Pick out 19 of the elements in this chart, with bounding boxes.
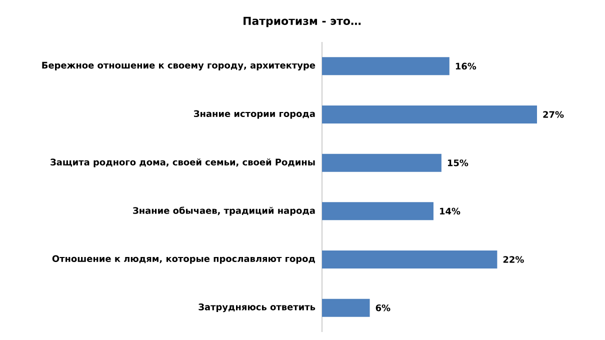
data-label: 15% — [448, 159, 468, 166]
bar — [322, 154, 442, 172]
bar — [322, 202, 434, 220]
bar — [322, 106, 537, 124]
data-label: 27% — [543, 111, 564, 118]
y-tick-label: Отношение к людям, которые прославляют город — [52, 255, 315, 264]
y-tick-label: Затрудняюсь ответить — [198, 304, 316, 312]
bar — [322, 250, 498, 268]
y-tick-label: Знание обычаев, традиций народа — [133, 206, 315, 216]
data-label: 14% — [440, 208, 460, 215]
y-tick-label: Защита родного дома, своей семьи, своей Родины — [50, 158, 315, 168]
y-tick-label: Бережное отношение к своему городу, архитектуре — [42, 62, 316, 70]
y-tick-label: Знание истории города — [194, 110, 315, 119]
data-label: 16% — [456, 62, 476, 70]
data-label: 22% — [503, 256, 524, 263]
bar — [322, 298, 370, 317]
bar — [322, 57, 450, 76]
chart-title: Патриотизм - это… — [244, 16, 361, 28]
data-label: 6% — [376, 304, 390, 312]
